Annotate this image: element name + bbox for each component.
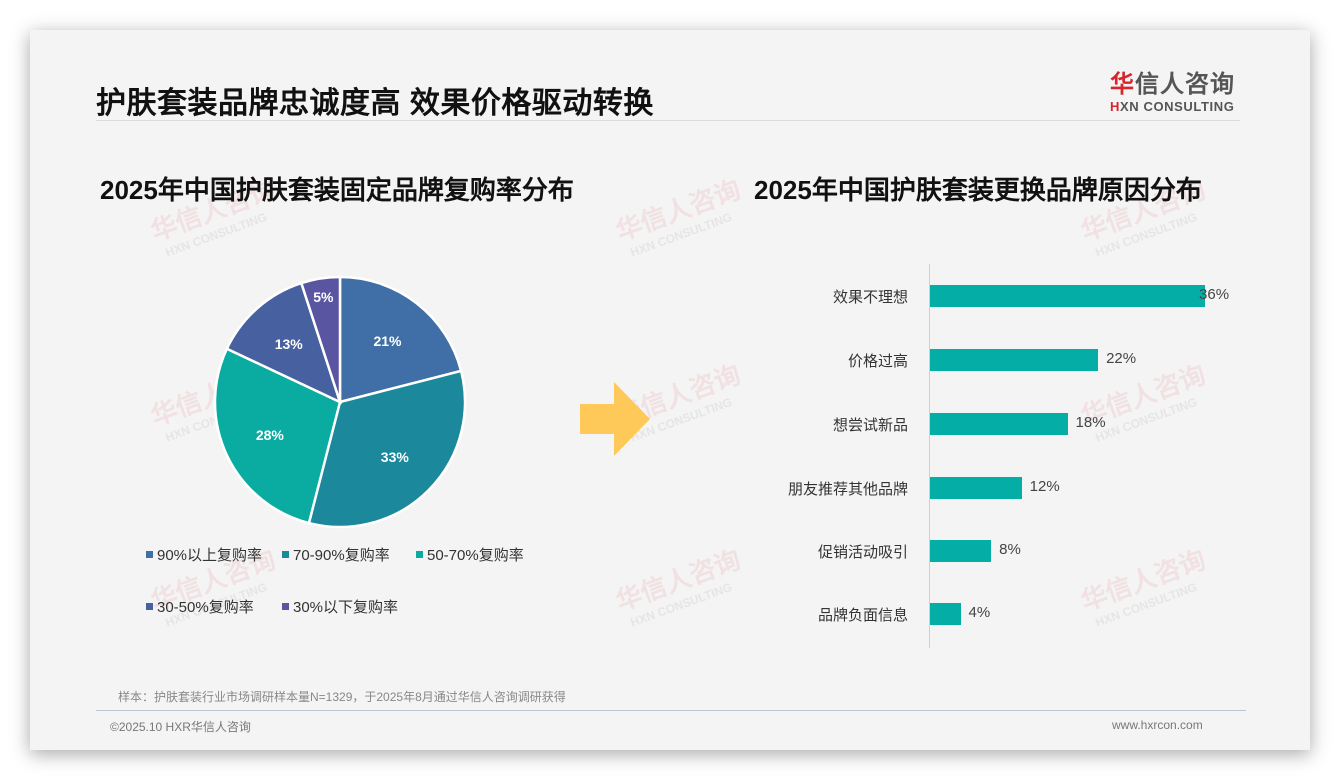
bar-chart-axis — [929, 264, 930, 648]
bar-value-label: 36% — [1199, 286, 1230, 303]
legend-item: 30%以下复购率 — [282, 596, 398, 617]
bar — [930, 477, 1022, 499]
pie-slice — [213, 347, 342, 525]
logo-en: HXN CONSULTING — [1110, 99, 1235, 114]
legend-swatch — [416, 551, 423, 558]
legend-item: 30-50%复购率 — [146, 596, 254, 617]
legend-item: 50-70%复购率 — [416, 544, 524, 565]
bar — [930, 285, 1206, 307]
legend-swatch — [282, 603, 289, 610]
bar-category-label: 促销活动吸引 — [817, 544, 908, 561]
bar-chart-title: 2025年中国护肤套装更换品牌原因分布 — [754, 175, 1202, 205]
company-logo: 华信人咨询 HXN CONSULTING — [1110, 64, 1250, 114]
bar-category-label: 效果不理想 — [832, 289, 908, 306]
title-divider — [96, 120, 1240, 121]
sample-note: 样本：护肤套装行业市场调研样本量N=1329，于2025年8月通过华信人咨询调研… — [118, 690, 566, 704]
pie-chart: 21% 33% 28% 13% 5% — [213, 275, 467, 529]
arrow-right-icon — [580, 382, 650, 456]
bar-value-label: 22% — [1106, 350, 1137, 367]
bar — [930, 413, 1068, 435]
legend-swatch — [146, 551, 153, 558]
footer-divider — [96, 710, 1246, 711]
bar — [930, 540, 992, 562]
pie-chart-title: 2025年中国护肤套装固定品牌复购率分布 — [100, 175, 574, 205]
pie-slice-label: 13% — [275, 336, 304, 352]
legend-item: 70-90%复购率 — [282, 544, 390, 565]
bar-value-label: 18% — [1075, 414, 1106, 431]
logo-cn: 华信人咨询 — [1110, 71, 1235, 98]
pie-slice — [338, 275, 463, 404]
website-link[interactable]: www.hxrcon.com — [1112, 718, 1203, 732]
bar — [930, 349, 1099, 371]
pie-slice-label: 28% — [256, 427, 285, 443]
pie-slice — [299, 275, 342, 403]
bar-value-label: 4% — [968, 604, 991, 621]
bar — [930, 603, 961, 625]
pie-slice-label: 5% — [313, 289, 334, 305]
pie-slice — [307, 369, 467, 529]
pie-slice-label: 33% — [381, 449, 410, 465]
bar-value-label: 12% — [1029, 478, 1060, 495]
bar-value-label: 8% — [999, 541, 1021, 558]
bar-category-label: 想尝试新品 — [832, 417, 908, 434]
copyright: ©2025.10 HXR华信人咨询 — [110, 720, 251, 734]
legend-swatch — [282, 551, 289, 558]
bar-category-label: 价格过高 — [847, 353, 908, 370]
legend-item: 90%以上复购率 — [146, 544, 262, 565]
pie-slice-label: 21% — [373, 333, 402, 349]
page-title: 护肤套装品牌忠诚度高 效果价格驱动转换 — [96, 87, 654, 120]
bar-category-label: 朋友推荐其他品牌 — [787, 481, 908, 498]
bar-category-label: 品牌负面信息 — [817, 607, 908, 624]
pie-slice — [225, 281, 343, 405]
slide: 华信人咨询 HXN CONSULTING 华信人咨询 HXN CONSULTING … — [30, 30, 1310, 750]
legend-swatch — [146, 603, 153, 610]
